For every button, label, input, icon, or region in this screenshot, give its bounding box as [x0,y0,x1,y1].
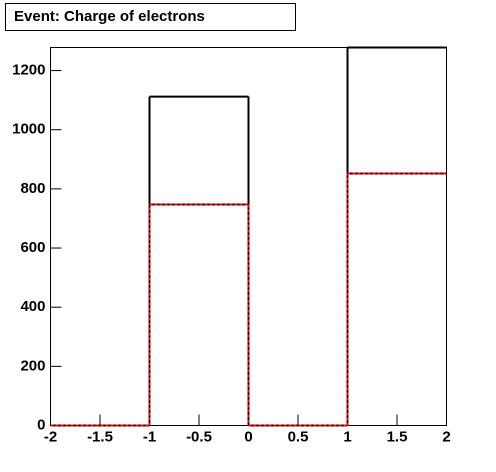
x-tick-label: 0.5 [288,428,309,445]
y-tick-label: 0 [37,416,45,433]
x-tick-label: 1.5 [387,428,408,445]
x-tick-label: -0.5 [186,428,212,445]
x-tick-label: 2 [442,428,450,445]
x-tick-label: -2 [44,428,57,445]
y-tick-label: 1200 [12,62,45,79]
y-tick-label: 1000 [12,121,45,138]
title-box [5,3,296,31]
y-tick-label: 200 [20,357,45,374]
y-tick-label: 800 [20,180,45,197]
y-tick-label: 400 [20,298,45,315]
x-tick-label: -1.5 [87,428,113,445]
x-tick-label: 1 [343,428,351,445]
y-tick-label: 600 [20,239,45,256]
x-tick-label: -1 [143,428,156,445]
x-tick-label: 0 [244,428,252,445]
chart-title: Event: Charge of electrons [14,8,205,25]
